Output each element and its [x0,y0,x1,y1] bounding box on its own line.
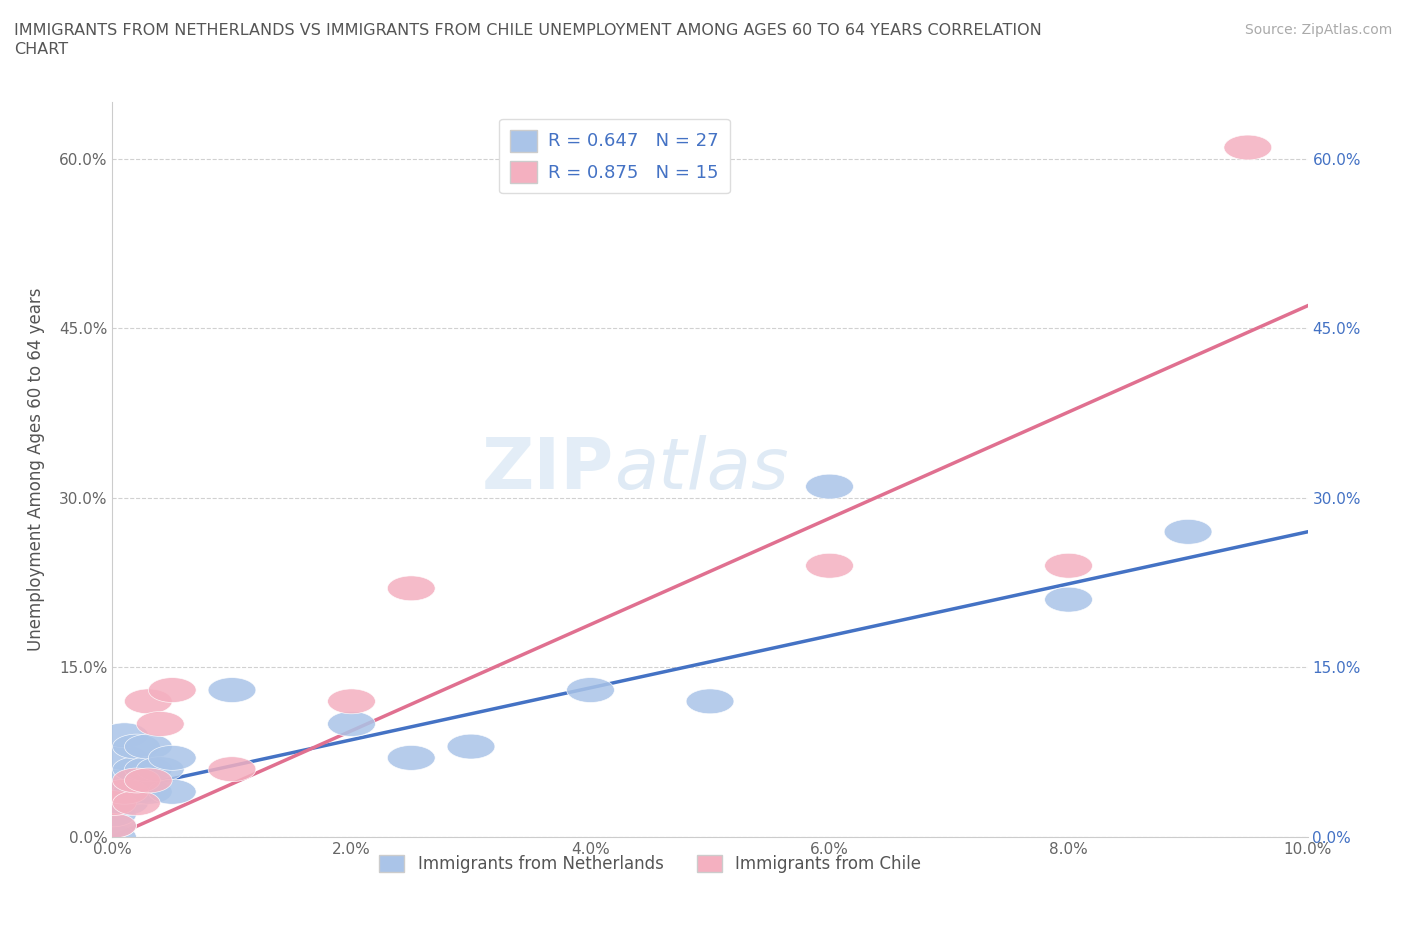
Ellipse shape [125,757,173,781]
Text: Source: ZipAtlas.com: Source: ZipAtlas.com [1244,23,1392,37]
Ellipse shape [1045,553,1092,578]
Ellipse shape [112,734,160,759]
Ellipse shape [447,734,495,759]
Y-axis label: Unemployment Among Ages 60 to 64 years: Unemployment Among Ages 60 to 64 years [27,288,45,651]
Ellipse shape [101,779,149,804]
Ellipse shape [328,711,375,737]
Ellipse shape [148,779,197,804]
Ellipse shape [1225,135,1272,160]
Ellipse shape [112,757,160,781]
Ellipse shape [112,790,160,816]
Ellipse shape [136,711,184,737]
Ellipse shape [208,757,256,781]
Ellipse shape [388,576,436,601]
Ellipse shape [89,802,136,827]
Ellipse shape [101,723,149,748]
Ellipse shape [567,678,614,702]
Ellipse shape [686,689,734,714]
Ellipse shape [806,553,853,578]
Ellipse shape [89,779,136,804]
Text: IMMIGRANTS FROM NETHERLANDS VS IMMIGRANTS FROM CHILE UNEMPLOYMENT AMONG AGES 60 : IMMIGRANTS FROM NETHERLANDS VS IMMIGRANT… [14,23,1042,38]
Ellipse shape [89,790,136,816]
Ellipse shape [148,678,197,702]
Ellipse shape [112,768,160,793]
Ellipse shape [101,746,149,770]
Ellipse shape [125,734,173,759]
Ellipse shape [101,768,149,793]
Ellipse shape [148,746,197,770]
Ellipse shape [112,779,160,804]
Ellipse shape [125,768,173,793]
Legend: Immigrants from Netherlands, Immigrants from Chile: Immigrants from Netherlands, Immigrants … [373,848,928,880]
Ellipse shape [125,689,173,714]
Ellipse shape [208,678,256,702]
Ellipse shape [806,474,853,499]
Text: atlas: atlas [614,435,789,504]
Ellipse shape [89,813,136,838]
Ellipse shape [89,813,136,838]
Text: ZIP: ZIP [482,435,614,504]
Text: CHART: CHART [14,42,67,57]
Ellipse shape [89,825,136,849]
Ellipse shape [388,746,436,770]
Ellipse shape [1164,519,1212,544]
Ellipse shape [125,779,173,804]
Ellipse shape [136,757,184,781]
Ellipse shape [328,689,375,714]
Ellipse shape [101,790,149,816]
Ellipse shape [89,790,136,816]
Ellipse shape [1045,587,1092,612]
